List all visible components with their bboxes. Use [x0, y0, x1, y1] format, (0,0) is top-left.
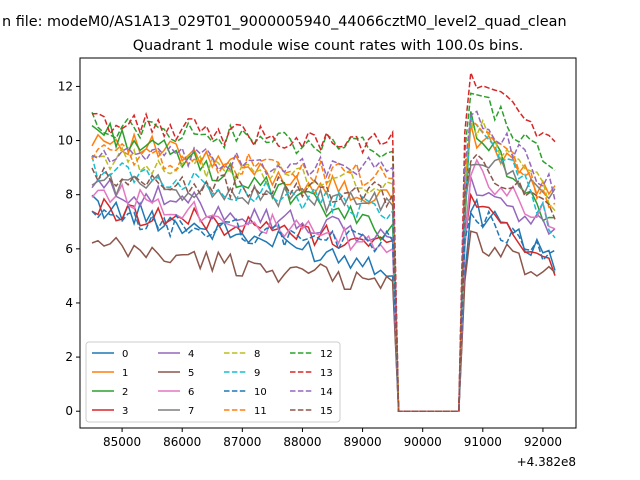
y-tick-label: 12: [58, 79, 73, 93]
x-tick-label: 86000: [163, 435, 201, 449]
series-line-0: [91, 194, 556, 412]
series-line-15: [91, 153, 556, 412]
series-line-2: [91, 111, 556, 412]
y-tick-label: 8: [65, 188, 73, 202]
y-tick-label: 10: [58, 134, 73, 148]
legend-label: 7: [188, 406, 194, 417]
x-tick-label: 89000: [343, 435, 381, 449]
x-tick-label: 91000: [464, 435, 502, 449]
x-tick-label: 88000: [283, 435, 321, 449]
series-line-1: [91, 124, 556, 412]
legend-box: [85, 341, 341, 423]
figure-suptitle: n file: modeM0/AS1A13_029T01_9000005940_…: [2, 14, 567, 30]
legend-label: 5: [188, 368, 194, 379]
series-line-4: [91, 176, 556, 412]
series-line-5: [91, 230, 556, 412]
y-tick-label: 0: [65, 404, 73, 418]
series-line-10: [91, 208, 556, 412]
series-group: [91, 72, 556, 412]
x-offset-label: +4.382e8: [517, 455, 576, 469]
legend-label: 12: [320, 349, 333, 360]
legend-label: 3: [122, 406, 128, 417]
legend-label: 6: [188, 387, 194, 398]
y-tick-label: 2: [65, 350, 73, 364]
x-axis: 85000 86000 87000 88000 89000 90000 91000 92000: [103, 428, 562, 449]
y-tick-label: 6: [65, 242, 73, 256]
series-line-6: [91, 158, 556, 412]
legend-label: 2: [122, 387, 128, 398]
plot-border: [79, 57, 577, 429]
x-tick-label: 90000: [404, 435, 442, 449]
legend-label: 15: [320, 406, 333, 417]
legend-label: 9: [254, 368, 260, 379]
legend-label: 13: [320, 368, 333, 379]
series-line-8: [91, 118, 556, 412]
x-tick-label: 85000: [103, 435, 141, 449]
series-line-12: [91, 92, 556, 412]
y-tick-label: 4: [65, 296, 73, 310]
series-line-13: [91, 72, 556, 412]
legend-label: 8: [254, 349, 260, 360]
legend-label: 1: [122, 368, 128, 379]
chart-title: Quadrant 1 module wise count rates with …: [133, 38, 524, 54]
legend-label: 10: [254, 387, 267, 398]
series-line-14: [91, 110, 556, 412]
legend-label: 0: [122, 349, 128, 360]
x-tick-label: 87000: [223, 435, 261, 449]
y-axis: 0 2 4 6 8 10 12: [58, 79, 80, 418]
series-line-11: [91, 119, 556, 412]
legend-label: 4: [188, 349, 194, 360]
legend-label: 14: [320, 387, 333, 398]
series-line-3: [91, 192, 556, 412]
x-tick-label: 92000: [524, 435, 562, 449]
legend-label: 11: [254, 406, 267, 417]
